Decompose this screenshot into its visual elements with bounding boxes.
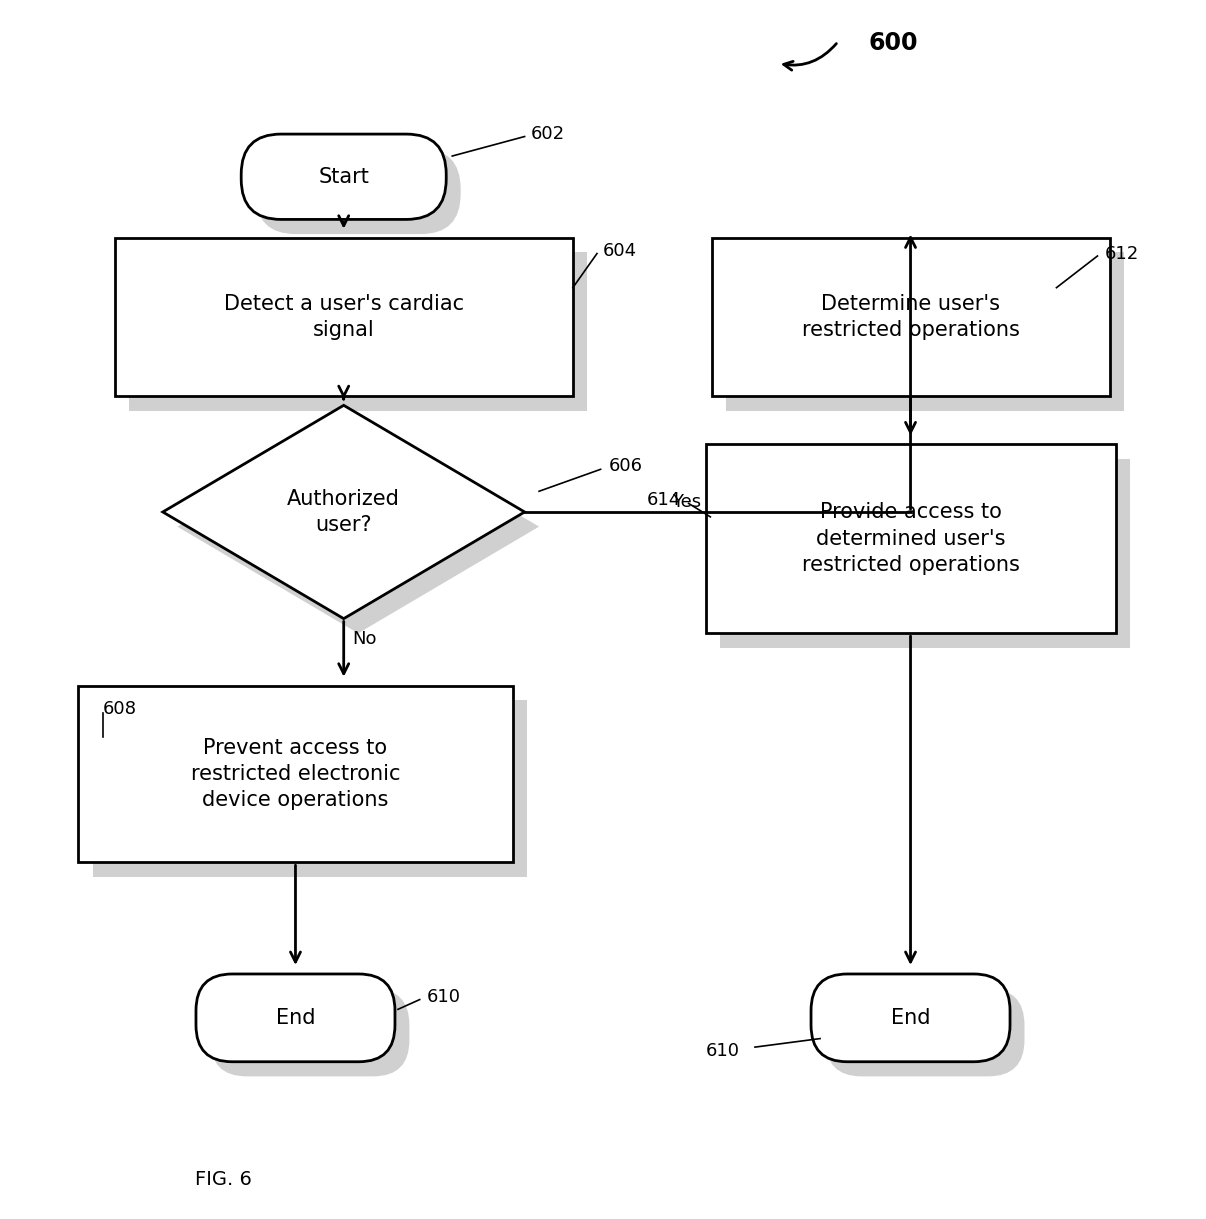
- Text: 600: 600: [868, 30, 918, 55]
- FancyBboxPatch shape: [720, 458, 1130, 649]
- Text: Determine user's
restricted operations: Determine user's restricted operations: [802, 294, 1019, 340]
- FancyBboxPatch shape: [706, 444, 1116, 634]
- Text: End: End: [891, 1008, 930, 1028]
- Text: 610: 610: [427, 989, 461, 1006]
- Text: Detect a user's cardiac
signal: Detect a user's cardiac signal: [223, 294, 464, 340]
- Text: 606: 606: [609, 457, 643, 474]
- FancyBboxPatch shape: [129, 252, 587, 411]
- Text: Yes: Yes: [672, 494, 701, 511]
- FancyBboxPatch shape: [810, 974, 1011, 1062]
- FancyBboxPatch shape: [115, 238, 573, 396]
- Text: 604: 604: [603, 243, 637, 260]
- Text: 612: 612: [1105, 245, 1138, 262]
- Text: Authorized
user?: Authorized user?: [287, 489, 400, 535]
- FancyBboxPatch shape: [78, 685, 513, 863]
- Text: 610: 610: [706, 1042, 739, 1059]
- Text: 602: 602: [531, 126, 564, 143]
- FancyBboxPatch shape: [241, 134, 446, 219]
- Polygon shape: [163, 405, 525, 619]
- FancyBboxPatch shape: [726, 252, 1124, 411]
- FancyBboxPatch shape: [825, 989, 1025, 1076]
- Text: 614: 614: [648, 491, 681, 508]
- Text: Start: Start: [318, 167, 369, 187]
- FancyBboxPatch shape: [256, 149, 461, 234]
- Text: End: End: [276, 1008, 315, 1028]
- Text: 608: 608: [103, 701, 136, 718]
- FancyBboxPatch shape: [195, 974, 396, 1062]
- Text: Prevent access to
restricted electronic
device operations: Prevent access to restricted electronic …: [191, 737, 400, 811]
- FancyBboxPatch shape: [210, 989, 410, 1076]
- Text: FIG. 6: FIG. 6: [194, 1170, 252, 1190]
- Text: No: No: [352, 630, 376, 647]
- FancyBboxPatch shape: [712, 238, 1110, 396]
- FancyBboxPatch shape: [93, 700, 527, 878]
- Polygon shape: [177, 419, 539, 634]
- Text: Provide access to
determined user's
restricted operations: Provide access to determined user's rest…: [802, 502, 1019, 575]
